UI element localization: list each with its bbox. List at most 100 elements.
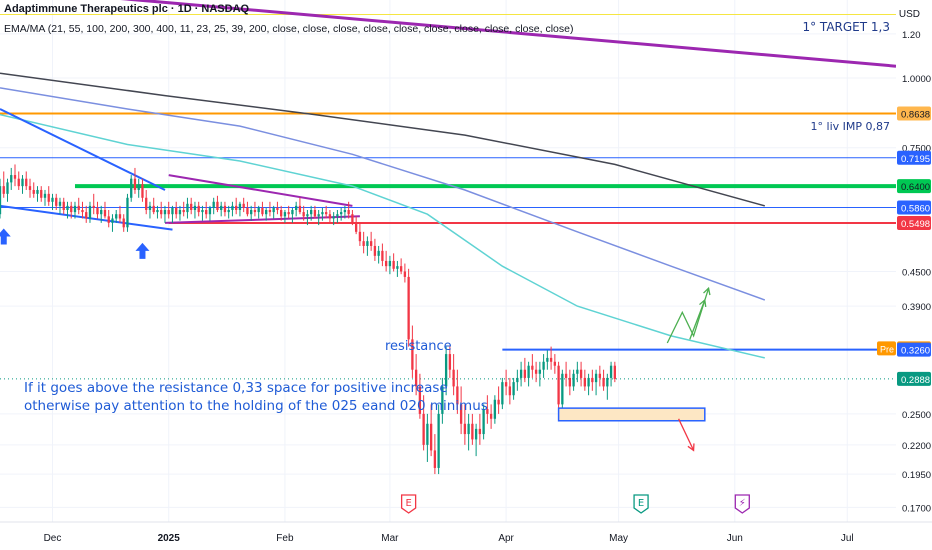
candle-body: [118, 214, 122, 219]
candle-body: [501, 382, 504, 405]
candle-body: [235, 205, 238, 210]
candle-body: [205, 209, 208, 215]
candle-body: [448, 354, 452, 370]
candle-body: [190, 203, 193, 210]
candle-body: [347, 209, 350, 215]
candle-body: [17, 178, 20, 187]
candle-body: [265, 209, 268, 215]
candle-body: [564, 373, 568, 378]
candle-body: [377, 250, 380, 256]
candle-body: [272, 207, 275, 213]
time-tick-label: Feb: [276, 533, 294, 544]
price-tick-label: 0.1700: [902, 503, 931, 514]
candle-body: [253, 209, 257, 213]
price-label-badge: [897, 371, 931, 386]
candle-body: [366, 241, 369, 246]
candle-body: [591, 377, 594, 383]
candle-body: [594, 373, 598, 383]
candle-body: [422, 413, 425, 445]
candle-body: [36, 189, 39, 194]
candle-body: [216, 201, 219, 210]
candle-body: [362, 241, 365, 246]
candle-body: [531, 365, 534, 370]
candle-body: [587, 377, 590, 387]
price-label-badge: [897, 215, 931, 230]
event-marker-label: ⚡: [739, 498, 746, 509]
time-tick-label: Jun: [727, 533, 743, 544]
projection-line: [666, 288, 710, 344]
candle-body: [227, 209, 230, 213]
candle-body: [557, 365, 560, 405]
candle-body: [482, 409, 485, 435]
candle-body: [343, 209, 347, 213]
candle-body: [201, 209, 204, 213]
earnings-marker-icon: [400, 494, 417, 514]
candle-body: [223, 205, 227, 213]
candle-body: [122, 218, 125, 228]
candle-body: [73, 205, 77, 213]
candle-body: [373, 245, 377, 256]
candle-body: [493, 399, 497, 419]
candle-body: [156, 209, 159, 213]
candle-body: [298, 205, 302, 213]
candle-body: [182, 209, 185, 213]
candle-body: [92, 205, 95, 208]
candle-body: [291, 209, 294, 215]
candle-body: [88, 205, 92, 219]
time-tick-label: Jul: [841, 533, 854, 544]
candle-body: [328, 214, 332, 219]
price-tick-label: 1.20: [902, 30, 921, 41]
candle-body: [463, 423, 467, 435]
time-tick-label: May: [609, 533, 628, 544]
chart-title: Adaptimmune Therapeutics plc · 1D · NASD…: [4, 3, 250, 15]
indicator-legend[interactable]: EMA/MA (21, 55, 100, 200, 300, 400, 11, …: [4, 23, 574, 35]
candle-body: [51, 197, 54, 202]
support-zone: [557, 407, 706, 422]
candle-body: [444, 354, 448, 387]
candle-body: [474, 428, 478, 440]
candle-body: [145, 197, 148, 210]
candle-body: [523, 369, 527, 378]
price-tick-label: 0.4500: [902, 267, 931, 278]
pre-market-badge: [877, 341, 896, 356]
candle-body: [55, 197, 58, 206]
candle-body: [354, 222, 358, 232]
candle-body: [317, 214, 320, 217]
price-label-text: 0.2888: [901, 375, 930, 386]
candle-body: [512, 382, 515, 396]
projection-line: [678, 418, 695, 451]
candle-body: [568, 377, 572, 387]
candle-body: [358, 231, 362, 242]
price-axis-bg: [896, 0, 932, 550]
price-tick-label: 0.7500: [902, 144, 931, 155]
price-label-text: 0.5498: [901, 219, 930, 230]
candle-body: [542, 361, 545, 370]
price-label-badge: [897, 342, 931, 357]
candle-body: [332, 216, 335, 219]
candle-body: [261, 207, 264, 215]
candle-body: [152, 205, 155, 213]
candle-body: [246, 207, 249, 215]
candle-body: [107, 216, 110, 223]
candle-body: [47, 193, 50, 202]
candle-body: [516, 377, 519, 383]
candle-body: [193, 205, 197, 210]
candle-body: [527, 365, 530, 378]
projection-arrowhead: [703, 286, 711, 296]
candle-body: [504, 382, 508, 387]
candle-body: [85, 212, 88, 219]
candle-body: [339, 212, 343, 215]
candle-body: [77, 205, 80, 210]
currency-label: USD: [898, 9, 920, 20]
candle-body: [186, 203, 189, 213]
price-tick-label: 0.1950: [902, 470, 931, 481]
earnings-marker-icon: [734, 494, 750, 514]
candle-body: [478, 428, 482, 435]
up-arrow-icon: [0, 228, 11, 245]
projection-arrowhead: [699, 298, 707, 308]
candle-body: [62, 201, 65, 210]
grid: [0, 0, 896, 522]
candle-body: [396, 266, 399, 269]
time-tick-label: Mar: [381, 533, 399, 544]
